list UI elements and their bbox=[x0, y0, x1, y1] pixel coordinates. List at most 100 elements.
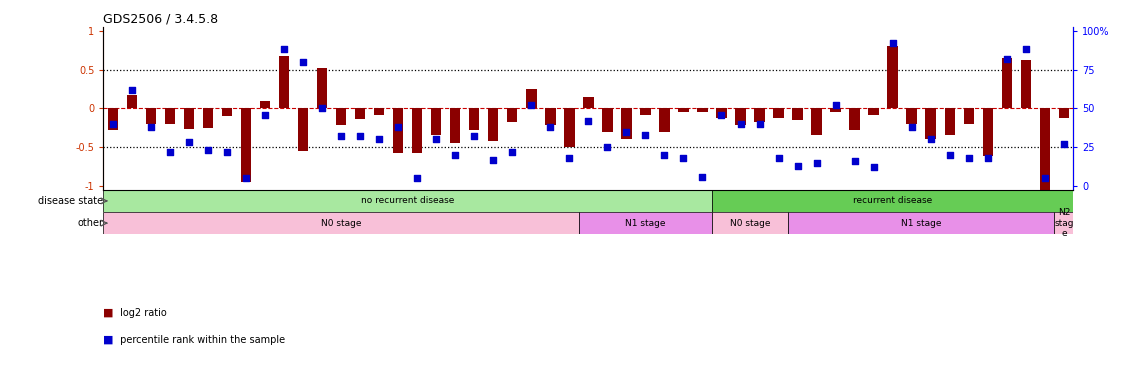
Point bbox=[313, 105, 332, 111]
Point bbox=[731, 121, 750, 127]
Bar bbox=[659, 108, 669, 132]
Bar bbox=[963, 108, 974, 124]
Bar bbox=[108, 108, 118, 130]
Bar bbox=[184, 108, 194, 129]
Bar bbox=[1021, 60, 1031, 108]
Point bbox=[218, 149, 236, 155]
Bar bbox=[526, 89, 536, 108]
Point bbox=[199, 147, 217, 153]
Bar bbox=[488, 108, 498, 141]
Point bbox=[389, 124, 408, 130]
Point bbox=[940, 152, 959, 158]
Point bbox=[580, 118, 598, 124]
Point bbox=[751, 121, 769, 127]
Point bbox=[484, 156, 503, 162]
Bar bbox=[868, 108, 879, 114]
Bar bbox=[792, 108, 802, 120]
Bar bbox=[603, 108, 613, 132]
Point bbox=[693, 174, 712, 180]
Bar bbox=[412, 108, 422, 153]
Text: N0 stage: N0 stage bbox=[730, 218, 770, 228]
Text: ■: ■ bbox=[103, 308, 114, 318]
Bar bbox=[103, 212, 579, 234]
Bar bbox=[735, 108, 746, 126]
Point bbox=[636, 132, 654, 138]
Text: percentile rank within the sample: percentile rank within the sample bbox=[117, 335, 285, 345]
Bar bbox=[355, 108, 365, 119]
Bar bbox=[336, 108, 347, 126]
Point bbox=[712, 111, 730, 118]
Bar bbox=[716, 108, 727, 118]
Bar bbox=[564, 108, 574, 147]
Bar bbox=[712, 212, 788, 234]
Point bbox=[408, 175, 426, 181]
Point bbox=[236, 175, 255, 181]
Bar bbox=[297, 108, 309, 151]
Point bbox=[902, 124, 921, 130]
Text: GDS2506 / 3.4.5.8: GDS2506 / 3.4.5.8 bbox=[103, 13, 218, 26]
Text: N0 stage: N0 stage bbox=[320, 218, 362, 228]
Point bbox=[807, 160, 825, 166]
Text: N2
stag
e: N2 stag e bbox=[1054, 208, 1073, 238]
Bar bbox=[712, 190, 1073, 212]
Point bbox=[427, 136, 445, 142]
Bar bbox=[1001, 58, 1013, 108]
Bar bbox=[393, 108, 403, 153]
Bar bbox=[907, 108, 917, 124]
Point bbox=[884, 40, 902, 46]
Bar bbox=[317, 68, 327, 108]
Bar bbox=[203, 108, 214, 128]
Point bbox=[960, 155, 978, 161]
Point bbox=[674, 155, 692, 161]
Bar bbox=[1058, 108, 1069, 118]
Point bbox=[864, 164, 883, 170]
Point bbox=[789, 163, 807, 169]
Bar bbox=[430, 108, 442, 136]
Bar bbox=[850, 108, 860, 130]
Point bbox=[274, 46, 293, 53]
Bar bbox=[126, 95, 137, 108]
Point bbox=[1055, 141, 1073, 147]
Bar bbox=[945, 108, 955, 136]
Point bbox=[522, 102, 541, 108]
Point bbox=[123, 87, 141, 93]
Point bbox=[180, 139, 199, 146]
Bar bbox=[583, 97, 594, 108]
Point bbox=[256, 111, 274, 118]
Bar bbox=[470, 108, 480, 130]
Point bbox=[1035, 175, 1054, 181]
Bar bbox=[830, 108, 840, 112]
Text: ■: ■ bbox=[103, 335, 114, 345]
Text: no recurrent disease: no recurrent disease bbox=[360, 196, 455, 205]
Bar bbox=[1040, 108, 1050, 194]
Bar bbox=[259, 101, 270, 108]
Bar bbox=[788, 212, 1054, 234]
Point bbox=[447, 152, 465, 158]
Bar bbox=[222, 108, 232, 116]
Point bbox=[503, 149, 521, 155]
Point bbox=[141, 124, 160, 130]
Bar bbox=[103, 190, 712, 212]
Point bbox=[618, 129, 636, 135]
Point bbox=[656, 152, 674, 158]
Bar bbox=[678, 108, 689, 112]
Bar bbox=[507, 108, 518, 122]
Bar bbox=[812, 108, 822, 136]
Point bbox=[827, 102, 845, 108]
Text: recurrent disease: recurrent disease bbox=[853, 196, 932, 205]
Bar bbox=[164, 108, 176, 124]
Text: N1 stage: N1 stage bbox=[626, 218, 666, 228]
Bar bbox=[450, 108, 460, 143]
Bar bbox=[579, 212, 712, 234]
Point bbox=[978, 155, 996, 161]
Bar bbox=[146, 108, 156, 124]
Bar bbox=[754, 108, 765, 122]
Point bbox=[598, 144, 616, 150]
Bar bbox=[545, 108, 556, 126]
Bar bbox=[641, 108, 651, 114]
Bar bbox=[374, 108, 385, 114]
Point bbox=[998, 56, 1016, 62]
Point bbox=[1017, 46, 1035, 53]
Point bbox=[370, 136, 388, 142]
Text: disease state: disease state bbox=[38, 196, 103, 206]
